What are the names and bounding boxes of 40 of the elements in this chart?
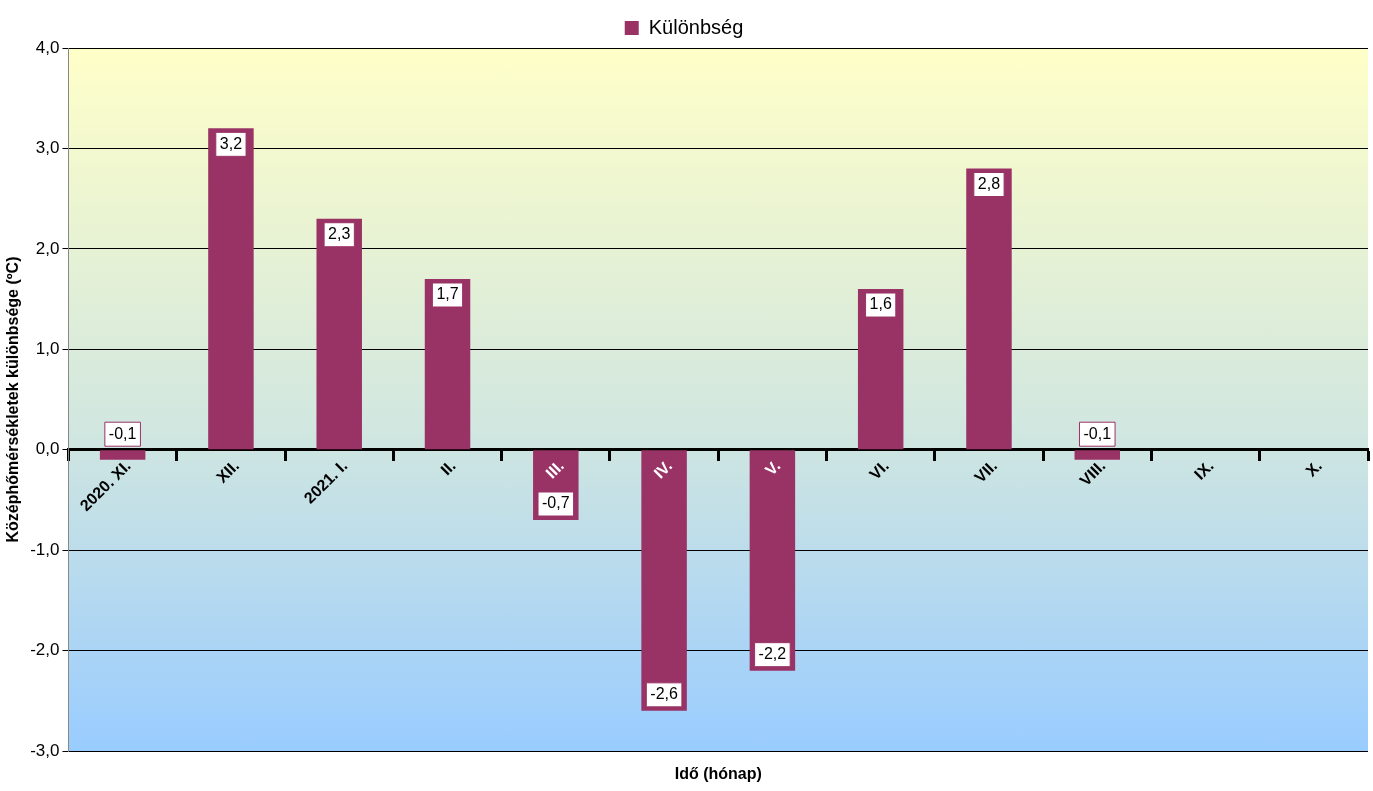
y-tick-label: 3,0 — [35, 138, 60, 158]
y-tick-label: -1,0 — [30, 539, 60, 559]
x-tick-label: IV. — [650, 456, 676, 482]
x-tick-label: X. — [1302, 456, 1326, 480]
data-label: 1,7 — [436, 285, 459, 303]
x-axis-title: Idő (hónap) — [673, 765, 763, 783]
data-label: -2,6 — [650, 685, 678, 703]
x-tick-label: III. — [542, 456, 568, 482]
bar — [316, 218, 362, 450]
bar — [99, 450, 146, 460]
bar — [1074, 450, 1121, 460]
data-label: -0,7 — [542, 494, 570, 512]
y-tick-label: -3,0 — [30, 740, 60, 760]
x-tick-label: II. — [437, 456, 459, 479]
bar — [966, 168, 1012, 450]
x-tick-label: VIII. — [1076, 456, 1109, 490]
y-tick-label: 0,0 — [35, 439, 60, 459]
y-axis-title: Középhőmérsékletek különbsége (ºC) — [4, 256, 22, 543]
y-tick-label: 4,0 — [35, 37, 60, 57]
data-label: -0,1 — [1083, 424, 1112, 442]
data-label: 3,2 — [219, 134, 243, 152]
x-tick-label: XII. — [213, 456, 243, 486]
data-label: -2,2 — [758, 645, 787, 663]
y-tick-label: -2,0 — [30, 640, 60, 660]
data-label: 2,3 — [328, 225, 351, 243]
x-tick-label: IX. — [1190, 456, 1217, 483]
bar — [424, 278, 471, 450]
data-label: 2,8 — [977, 174, 1001, 192]
x-tick-label: V. — [761, 456, 784, 479]
bar — [208, 128, 254, 450]
bar — [641, 450, 687, 711]
data-label: -0,1 — [108, 424, 137, 442]
x-tick-label: VII. — [971, 456, 1001, 486]
legend-label: Különbség — [648, 15, 744, 38]
data-label: 1,6 — [869, 295, 892, 313]
y-tick-label: 2,0 — [35, 238, 60, 258]
bar — [857, 289, 904, 450]
bar — [749, 450, 796, 671]
y-tick-label: 1,0 — [35, 338, 60, 358]
x-tick-label: VI. — [866, 456, 892, 483]
